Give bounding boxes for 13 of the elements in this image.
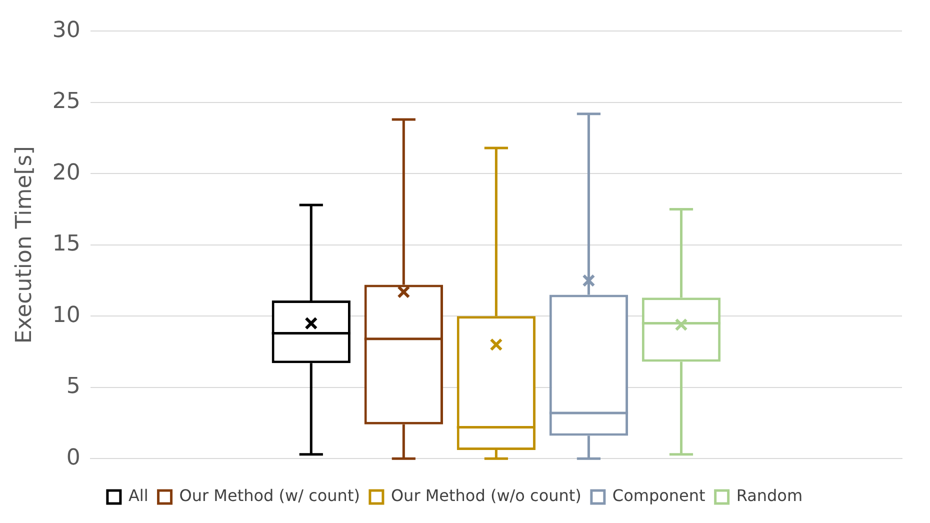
y-tick-label: 25 xyxy=(52,89,80,114)
y-axis-title: Execution Time[s] xyxy=(12,146,37,344)
legend-label: Random xyxy=(736,486,803,506)
y-tick-label: 5 xyxy=(66,374,80,400)
legend-label: All xyxy=(128,486,148,506)
y-tick-label: 30 xyxy=(52,18,80,43)
y-tick-label: 0 xyxy=(66,445,80,470)
y-tick-label: 20 xyxy=(52,160,80,186)
legend-label: Component xyxy=(612,486,706,506)
legend-label: Our Method (w/o count) xyxy=(390,486,582,506)
y-tick-label: 10 xyxy=(52,302,80,328)
y-tick-label: 15 xyxy=(52,232,80,257)
legend-label: Our Method (w/ count) xyxy=(179,486,360,506)
